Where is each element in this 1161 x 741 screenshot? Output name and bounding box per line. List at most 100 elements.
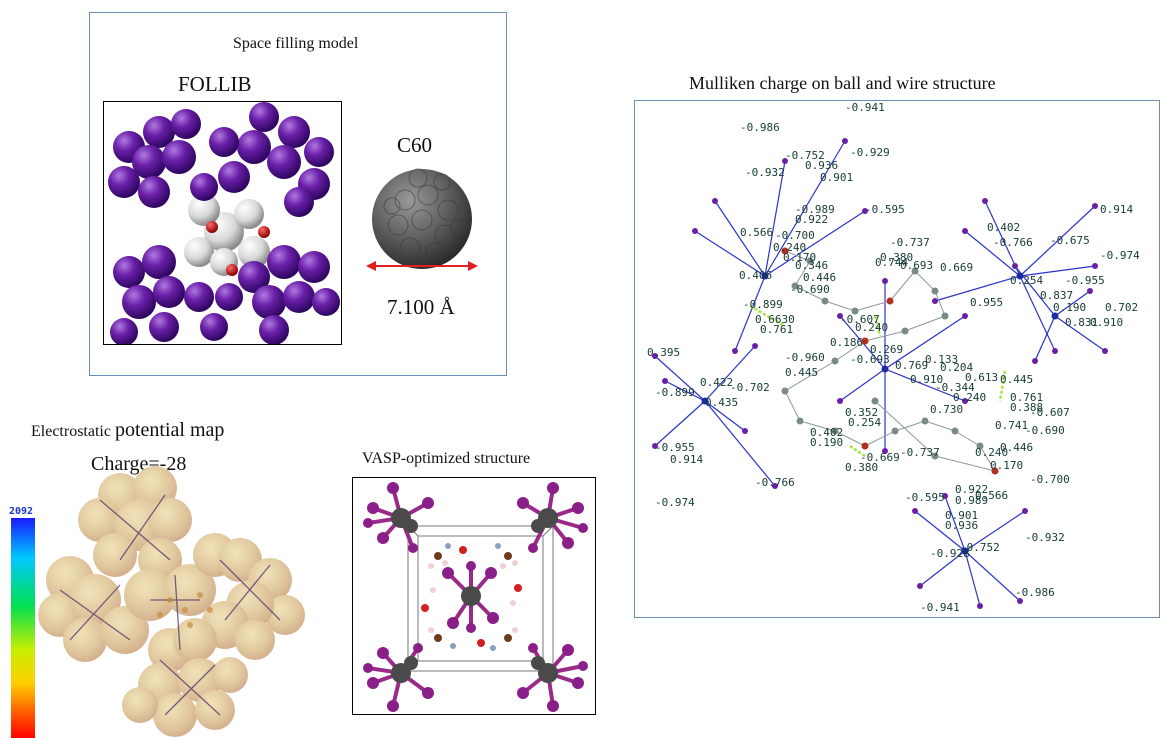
wire-bond bbox=[654, 400, 706, 447]
iodine-atom bbox=[882, 448, 888, 454]
mulliken-charge-label: 0.989 bbox=[955, 494, 988, 507]
iodine-atom bbox=[1092, 263, 1098, 269]
mulliken-charge-label: 0.445 bbox=[1000, 373, 1033, 386]
mulliken-charge-label: 0.186 bbox=[830, 336, 863, 349]
mulliken-charge-label: 0.702 bbox=[1105, 301, 1138, 314]
iodine-atom bbox=[977, 603, 983, 609]
mulliken-charge-label: -0.766 bbox=[755, 476, 795, 489]
mulliken-charge-label: -0.737 bbox=[900, 446, 940, 459]
electrostatic-title: Electrostatic potential map bbox=[31, 419, 224, 442]
mulliken-charge-label: -0.675 bbox=[1050, 234, 1090, 247]
central-atom bbox=[1016, 272, 1024, 280]
organic-bond bbox=[784, 250, 811, 262]
mulliken-charge-label: -0.955 bbox=[1065, 274, 1105, 287]
color-scale-max: 2092 bbox=[9, 506, 34, 517]
wire-bond bbox=[764, 140, 846, 277]
mulliken-title: Mulliken charge on ball and wire structu… bbox=[689, 73, 996, 93]
mulliken-charge-label: 0.240 bbox=[975, 446, 1008, 459]
iodine-atom bbox=[917, 583, 923, 589]
organic-bond bbox=[784, 360, 836, 392]
mulliken-charge-label: 0.190 bbox=[810, 436, 843, 449]
mulliken-charge-label: 0.380 bbox=[880, 251, 913, 264]
organic-bond bbox=[894, 420, 926, 432]
vasp-title: VASP-optimized structure bbox=[362, 450, 531, 467]
iodine-atom bbox=[882, 278, 888, 284]
mulliken-charge-label: 0.613 bbox=[965, 371, 998, 384]
mulliken-charge-label: -0.607 bbox=[840, 313, 880, 326]
mulliken-charge-label: -0.607 bbox=[1030, 406, 1070, 419]
iodine-atom bbox=[782, 158, 788, 164]
iodine-atom bbox=[932, 298, 938, 304]
iodine-atom bbox=[772, 483, 778, 489]
mulliken-charge-label: -0.960 bbox=[785, 351, 825, 364]
mulliken-charge-label: 0.170 bbox=[990, 459, 1023, 472]
mulliken-charge-label: 0.406 bbox=[739, 269, 772, 282]
mulliken-charge-label: -0.941 bbox=[845, 101, 885, 114]
iodine-atom bbox=[1012, 263, 1018, 269]
organic-atom bbox=[861, 337, 869, 345]
wire-bond bbox=[919, 550, 966, 587]
mulliken-charge-label: 0.204 bbox=[940, 361, 973, 374]
central-atom bbox=[961, 547, 969, 555]
mulliken-charge-label: -0.737 bbox=[890, 236, 930, 249]
iodine-atom bbox=[837, 398, 843, 404]
organic-atom bbox=[806, 257, 814, 265]
mulliken-charge-label: 0.922 bbox=[955, 483, 988, 496]
mulliken-charge-label: 0.446 bbox=[803, 271, 836, 284]
organic-atom bbox=[781, 387, 789, 395]
organic-bond bbox=[834, 430, 866, 447]
wire-bond bbox=[964, 550, 981, 607]
iodine-atom bbox=[662, 378, 668, 384]
hydrogen-bond bbox=[873, 315, 882, 337]
mulliken-charge-label: -0.899 bbox=[655, 386, 695, 399]
organic-atom bbox=[931, 287, 939, 295]
central-atom bbox=[701, 397, 709, 405]
c60-label: C60 bbox=[397, 133, 433, 157]
wire-bond bbox=[1034, 315, 1056, 362]
iodine-atom bbox=[692, 228, 698, 234]
central-atom bbox=[761, 272, 769, 280]
iodine-atom bbox=[752, 343, 758, 349]
mulliken-charge-label: -0.700 bbox=[775, 229, 815, 242]
mulliken-charge-label: 0.422 bbox=[700, 376, 733, 389]
iodine-atom bbox=[1087, 288, 1093, 294]
wire-bond bbox=[1054, 290, 1091, 317]
vasp-structure-box bbox=[352, 477, 596, 715]
mulliken-charge-label: -0.955 bbox=[655, 441, 695, 454]
organic-bond bbox=[924, 420, 956, 432]
mulliken-charge-label: 0.669 bbox=[940, 261, 973, 274]
mulliken-charge-label: 0.6630 bbox=[755, 313, 795, 326]
mulliken-charge-label: 0.831 bbox=[1065, 316, 1098, 329]
follib-model-box bbox=[103, 101, 342, 345]
wire-bond bbox=[704, 345, 756, 402]
mulliken-charge-label: 0.837 bbox=[1040, 289, 1073, 302]
iodine-atom bbox=[912, 508, 918, 514]
organic-bond bbox=[834, 340, 866, 362]
mulliken-charge-label: 0.380 bbox=[845, 461, 878, 474]
hydrogen-bond bbox=[998, 370, 1007, 402]
mulliken-charge-label: 0.388 bbox=[1010, 401, 1043, 414]
wire-bond bbox=[1054, 315, 1106, 352]
organic-bond bbox=[904, 315, 946, 332]
follib-space-filling-model bbox=[108, 102, 340, 344]
iodine-atom bbox=[1032, 358, 1038, 364]
organic-atom bbox=[791, 282, 799, 290]
mulliken-charge-label: -0.693 bbox=[850, 353, 890, 366]
organic-bond bbox=[889, 270, 916, 302]
central-atom bbox=[1051, 312, 1059, 320]
iodine-atom bbox=[962, 398, 968, 404]
organic-bond bbox=[794, 260, 811, 287]
organic-atom bbox=[931, 452, 939, 460]
mulliken-charge-label: 0.761 bbox=[760, 323, 793, 336]
mulliken-charge-label: -0.700 bbox=[1030, 473, 1070, 486]
electrostatic-title-large: potential map bbox=[114, 419, 225, 441]
mulliken-charge-label: 0.901 bbox=[820, 171, 853, 184]
organic-bond bbox=[824, 300, 856, 312]
mulliken-charge-label: -0.899 bbox=[743, 298, 783, 311]
mulliken-charge-label: -0.766 bbox=[993, 236, 1033, 249]
organic-bond bbox=[854, 300, 891, 312]
iodine-atom bbox=[1092, 203, 1098, 209]
color-scale-bar bbox=[11, 518, 35, 738]
organic-bond bbox=[954, 430, 981, 447]
wire-bond bbox=[884, 315, 966, 370]
